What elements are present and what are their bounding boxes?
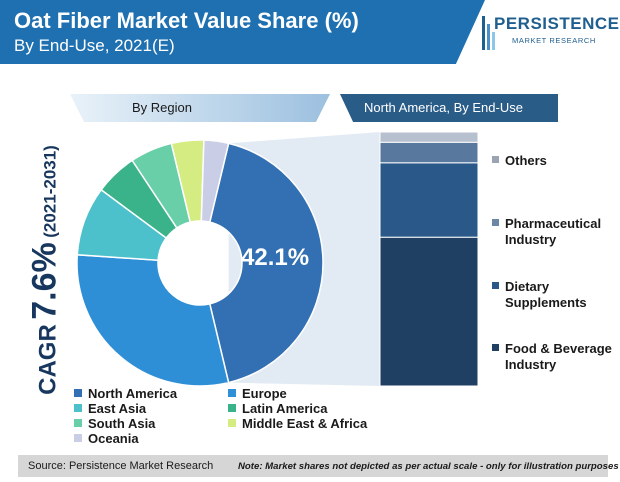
footer-bar: Source: Persistence Market Research Note… [18,455,619,477]
legend-label: North America [88,386,178,401]
others-marker-icon [492,156,499,163]
legend-label: Europe [242,386,287,401]
logo-name: PERSISTENCE [494,14,620,33]
stack-segment-pharmaceutical [379,141,479,164]
legend-label: Latin America [242,401,328,416]
pharmaceutical-text-1: Pharmaceutical [505,216,602,231]
by-region-title: By Region [132,100,192,115]
legend-label: South Asia [88,416,156,431]
legend-oceania: Oceania [74,431,139,446]
stack-label-others: Others [492,153,547,169]
header-banner [0,0,485,64]
by-region-banner [70,94,330,122]
dietary-marker-icon [492,282,499,289]
legend-swatch [228,404,236,412]
pharmaceutical-text-2: Industry [505,232,557,247]
north-america-share-label: 42.1% [241,244,310,271]
food-marker-icon [492,344,499,351]
stack-segment-others [379,131,479,143]
stack-label-food: Food & Beverage Industry [492,341,612,373]
pie-slice-europe [76,254,230,387]
food-text-1: Food & Beverage [505,341,612,356]
note-text: Note: Market shares not depicted as per … [238,461,619,472]
legend-swatch [74,389,82,397]
pie-slice-north-america [208,142,324,384]
company-logo: PERSISTENCE MARKET RESEARCH [482,14,619,60]
page-subtitle: By End-Use, 2021(E) [14,36,175,55]
pie-slice-oceania [200,139,230,224]
legend-swatch [74,419,82,427]
legend-swatch [228,419,236,427]
others-text: Others [505,153,547,168]
legend-north-america: North America [74,386,177,401]
stack-label-dietary: Dietary Supplements [492,279,587,311]
dietary-text-2: Supplements [505,295,587,310]
north-america-banner [340,94,558,122]
page-title: Oat Fiber Market Value Share (%) [14,8,359,33]
stack-segment-food-beverage [379,236,479,387]
legend-east-asia: East Asia [74,401,146,416]
legend-label: Oceania [88,431,139,446]
source-text: Source: Persistence Market Research [28,460,214,472]
dietary-text-1: Dietary [505,279,550,294]
pharmaceutical-marker-icon [492,219,499,226]
legend-swatch [74,434,82,442]
legend-label: Middle East & Africa [242,416,368,431]
legend-swatch [74,404,82,412]
food-text-2: Industry [505,357,557,372]
logo-tagline: MARKET RESEARCH [512,36,596,45]
stack-label-pharmaceutical: Pharmaceutical Industry [492,216,601,248]
legend-middle-east-africa: Middle East & Africa [228,416,367,431]
legend-swatch [228,389,236,397]
stack-segment-dietary-supplements [379,162,479,238]
north-america-title: North America, By End-Use [364,100,523,115]
legend-south-asia: South Asia [74,416,155,431]
logo-mark-icon [482,16,495,50]
legend-label: East Asia [88,401,147,416]
legend-europe: Europe [228,386,287,401]
legend-latin-america: Latin America [228,401,328,416]
